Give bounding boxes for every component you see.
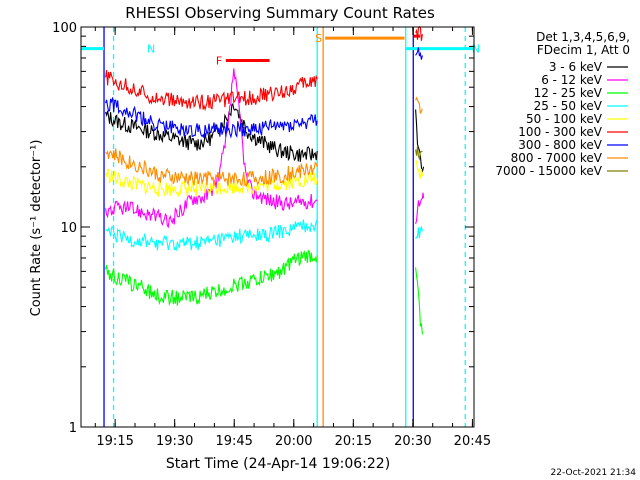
x-tick-label-1: 19:30 [156,434,193,449]
footer-date: 22-Oct-2021 21:34 [551,468,637,478]
series-line-800-7000-kev-seg-0 [105,148,318,188]
axes: 19:15 19:30 19:45 20:00 20:15 20:30 20:45 1 10 10… [52,21,491,449]
x-tick-label-3: 20:00 [275,434,312,449]
series-line-100-300-kev-seg-0 [105,70,318,112]
legend-label-4: 50 - 100 keV [526,112,603,126]
x-axis-label: Start Time (24-Apr-14 19:06:22) [166,456,390,472]
series-line-800-7000-kev-seg-1 [415,96,423,114]
chart-title: RHESSI Observing Summary Count Rates [125,4,435,22]
series-line-6-12-kev-seg-1 [415,192,425,224]
legend: Det 1,3,4,5,6,9, FDecim 1, Att 0 3 - 6 k… [495,30,630,178]
legend-header-line-2: FDecim 1, Att 0 [537,43,630,57]
y-tick-label-2: 100 [52,21,77,36]
x-tick-label-2: 19:45 [215,434,252,449]
legend-label-6: 300 - 800 keV [518,138,602,152]
series-line-3-6-kev-seg-0 [105,102,318,162]
y-tick-label-0: 1 [69,421,77,436]
state-bar-label-1: N [147,43,155,56]
legend-label-5: 100 - 300 keV [518,125,602,139]
x-tick-label-5: 20:30 [394,434,431,449]
state-bar-label-3: S [315,32,322,45]
legend-header-line-1: Det 1,3,4,5,6,9, [536,30,630,44]
legend-label-3: 25 - 50 keV [534,99,603,113]
state-bar-label-0: F [216,54,222,67]
series-line-25-50-kev-seg-0 [105,219,318,251]
series-line-12-25-kev-seg-0 [105,249,318,307]
series-line-50-100-kev-seg-0 [105,168,318,198]
series-line-300-800-kev-seg-1 [415,47,423,60]
legend-label-2: 12 - 25 keV [534,86,603,100]
legend-label-1: 6 - 12 keV [541,73,603,87]
legend-label-0: 3 - 6 keV [549,60,603,74]
x-tick-label-6: 20:45 [454,434,491,449]
legend-label-8: 7000 - 15000 keV [495,164,602,178]
series-line-3-6-kev-seg-1 [415,109,425,173]
y-tick-label-1: 10 [60,221,77,236]
legend-label-7: 800 - 7000 keV [511,151,603,165]
series-line-12-25-kev-seg-1 [415,267,423,335]
series-line-25-50-kev-seg-1 [415,225,423,240]
series-line-300-800-kev-seg-0 [105,97,318,139]
x-tick-label-0: 19:15 [96,434,133,449]
series-line-7000-15000-kev-seg-0 [415,145,423,161]
series-line-50-100-kev-seg-1 [415,160,423,179]
state-bar-label-2: N [472,43,480,56]
y-axis-label: Count Rate (s⁻¹ detector⁻¹) [29,140,44,317]
x-tick-label-4: 20:15 [335,434,372,449]
